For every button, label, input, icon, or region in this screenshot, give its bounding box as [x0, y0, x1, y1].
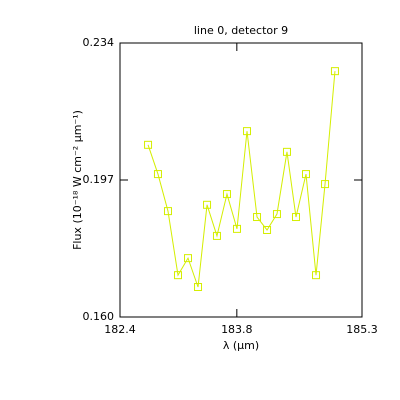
y-tick-label: 0.234	[83, 36, 115, 49]
data-point	[243, 127, 252, 136]
x-tick-label: 182.4	[104, 323, 136, 336]
y-axis-label: Flux (10⁻¹⁸ W cm⁻² μm⁻¹)	[71, 110, 84, 250]
data-point	[173, 271, 182, 280]
y-tick-label: 0.197	[83, 173, 115, 186]
data-point	[312, 271, 321, 280]
data-point	[203, 200, 212, 209]
data-point	[222, 190, 231, 199]
x-tick-label: 185.3	[346, 323, 378, 336]
data-point	[153, 170, 162, 179]
data-point	[212, 231, 221, 240]
data-line	[147, 71, 336, 288]
data-point	[330, 67, 339, 76]
x-tick-label: 183.8	[221, 323, 253, 336]
data-point	[232, 224, 241, 233]
data-point	[272, 210, 281, 219]
data-point	[291, 213, 300, 222]
y-tick-label: 0.160	[83, 310, 115, 323]
data-point	[163, 207, 172, 216]
data-point	[263, 225, 272, 234]
data-point	[282, 147, 291, 156]
data-point	[184, 254, 193, 263]
data-point	[302, 170, 311, 179]
data-point	[194, 283, 203, 292]
data-point	[144, 140, 153, 149]
x-axis-label: λ (μm)	[223, 339, 259, 352]
data-point	[253, 213, 262, 222]
chart-title: line 0, detector 9	[194, 24, 288, 37]
data-point	[321, 180, 330, 189]
